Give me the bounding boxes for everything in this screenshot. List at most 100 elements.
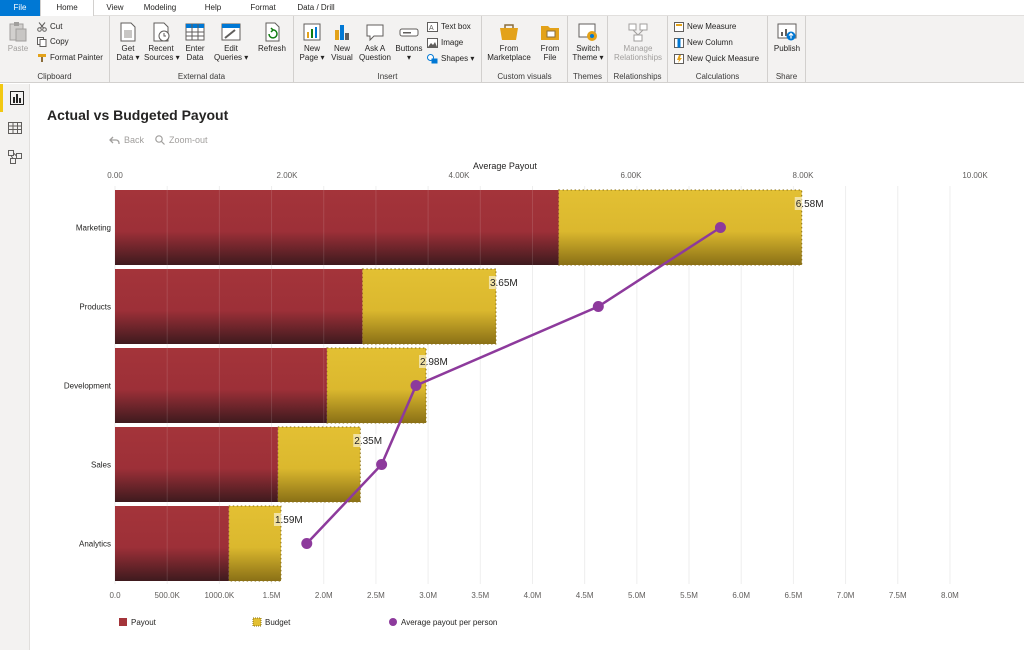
payout-bar[interactable] — [115, 348, 327, 423]
new-visual-button[interactable]: New Visual — [328, 21, 356, 62]
from-marketplace-label-1: From — [499, 44, 519, 53]
data-label-bg — [419, 355, 450, 368]
top-axis-tick-label: 10.00K — [962, 171, 988, 180]
format-painter-button[interactable]: Format Painter — [37, 52, 103, 64]
cut-label: Cut — [50, 22, 63, 31]
bottom-axis-tick-label: 7.5M — [889, 591, 907, 600]
buttons-button[interactable]: Buttons ▾ — [394, 21, 424, 62]
legend-average-payout-label[interactable]: Average payout per person — [401, 618, 497, 627]
new-measure-button[interactable]: New Measure — [674, 21, 736, 33]
publish-button[interactable]: Publish — [771, 21, 803, 53]
switch-theme-button[interactable]: Switch Theme ▾ — [571, 21, 605, 62]
svg-text:A: A — [429, 25, 434, 32]
recent-sources-icon — [153, 22, 170, 42]
manage-relationships-button[interactable]: Manage Relationships — [611, 21, 665, 62]
budget-bar[interactable] — [277, 426, 361, 503]
cut-button[interactable]: Cut — [37, 21, 62, 33]
publish-icon — [777, 23, 797, 41]
ask-question-button[interactable]: Ask A Question — [358, 21, 392, 62]
bottom-axis-tick-label: 3.5M — [471, 591, 489, 600]
tab-modeling[interactable]: Modeling — [143, 3, 177, 12]
edit-queries-icon — [221, 23, 241, 41]
themes-group: Switch Theme ▾ Themes — [568, 16, 608, 83]
paste-button[interactable]: Paste — [4, 21, 32, 53]
image-icon — [427, 38, 438, 48]
get-data-icon — [120, 22, 136, 42]
copy-button[interactable]: Copy — [37, 36, 69, 48]
from-marketplace-label-2: Marketplace — [487, 53, 531, 62]
data-view-button[interactable] — [0, 114, 30, 142]
new-visual-icon — [335, 25, 349, 40]
tab-view[interactable]: View — [106, 3, 124, 12]
switch-theme-icon — [578, 23, 597, 41]
calculator-icon — [674, 22, 684, 32]
shapes-button[interactable]: Shapes ▾ — [427, 53, 474, 65]
text-box-button[interactable]: A Text box — [427, 21, 471, 33]
data-label: 2.35M — [354, 436, 382, 447]
budget-bar[interactable] — [361, 268, 497, 345]
tab-file[interactable]: File — [0, 0, 40, 16]
new-column-button[interactable]: New Column — [674, 37, 733, 49]
average-payout-point[interactable] — [714, 222, 726, 233]
top-axis-tick-label: 8.00K — [793, 171, 815, 180]
combo-chart: 6.58M 3.65M 2.98M 2.35M 1.59M Average Payout… — [64, 161, 988, 627]
tab-data-drill[interactable]: Data / Drill — [297, 3, 335, 12]
image-label: Image — [441, 38, 464, 47]
quick-measure-icon — [674, 54, 684, 64]
payout-bar[interactable] — [115, 427, 278, 502]
average-payout-point[interactable] — [301, 538, 313, 549]
model-view-button[interactable] — [0, 143, 30, 171]
speech-bubble-icon — [366, 24, 384, 42]
enter-data-label-1: Enter — [185, 44, 205, 53]
new-quick-measure-button[interactable]: New Quick Measure — [674, 53, 759, 65]
bottom-axis-tick-label: 7.0M — [837, 591, 855, 600]
tab-format[interactable]: Format — [250, 3, 276, 12]
back-label: Back — [124, 135, 145, 145]
new-page-button[interactable]: New Page ▾ — [298, 21, 326, 62]
from-file-button[interactable]: From File — [536, 21, 564, 62]
recent-sources-button[interactable]: Recent Sources ▾ — [144, 21, 180, 62]
budget-bar[interactable] — [228, 505, 282, 582]
new-page-label-1: New — [303, 44, 320, 53]
new-visual-label-1: New — [333, 44, 350, 53]
image-button[interactable]: Image — [427, 37, 463, 49]
buttons-label-2: ▾ — [406, 53, 411, 62]
average-payout-point[interactable] — [592, 301, 604, 312]
new-quick-measure-label: New Quick Measure — [687, 54, 760, 63]
get-data-button[interactable]: Get Data ▾ — [115, 21, 141, 62]
legend-budget-swatch — [252, 617, 262, 627]
legend-payout-label[interactable]: Payout — [131, 618, 157, 627]
bottom-axis-tick-label: 2.5M — [367, 591, 385, 600]
shapes-label: Shapes ▾ — [441, 54, 475, 63]
budget-bar[interactable] — [326, 347, 427, 424]
magnifier-icon — [155, 135, 165, 145]
back-button[interactable]: Back — [109, 135, 144, 145]
enter-data-button[interactable]: Enter Data — [182, 21, 208, 62]
edit-queries-button[interactable]: Edit Queries ▾ — [214, 21, 248, 62]
average-payout-point[interactable] — [376, 459, 388, 470]
buttons-label-1: Buttons — [395, 44, 423, 53]
recent-sources-label-1: Recent — [148, 44, 174, 53]
payout-bar[interactable] — [115, 190, 559, 265]
menu-bar: File Home View Modeling Help Format Data… — [0, 0, 1024, 17]
data-label: 6.58M — [796, 199, 824, 210]
report-view-button[interactable] — [0, 84, 30, 112]
zoom-out-button[interactable]: Zoom-out — [155, 135, 208, 145]
bottom-axis-tick-label: 5.0M — [628, 591, 646, 600]
from-marketplace-button[interactable]: From Marketplace — [485, 21, 533, 62]
payout-bar[interactable] — [115, 506, 229, 581]
tab-home[interactable]: Home — [40, 0, 94, 17]
text-box-label: Text box — [441, 22, 471, 31]
average-payout-point[interactable] — [410, 380, 422, 391]
paste-label: Paste — [7, 44, 29, 53]
refresh-label: Refresh — [257, 44, 286, 53]
edit-queries-label-2: Queries ▾ — [214, 53, 249, 62]
legend-budget-label[interactable]: Budget — [265, 618, 291, 627]
refresh-button[interactable]: Refresh — [255, 21, 289, 53]
column-icon — [674, 38, 684, 48]
format-painter-icon — [38, 54, 46, 62]
tab-help[interactable]: Help — [204, 3, 222, 12]
view-switcher — [0, 84, 30, 650]
payout-bar[interactable] — [115, 269, 363, 344]
